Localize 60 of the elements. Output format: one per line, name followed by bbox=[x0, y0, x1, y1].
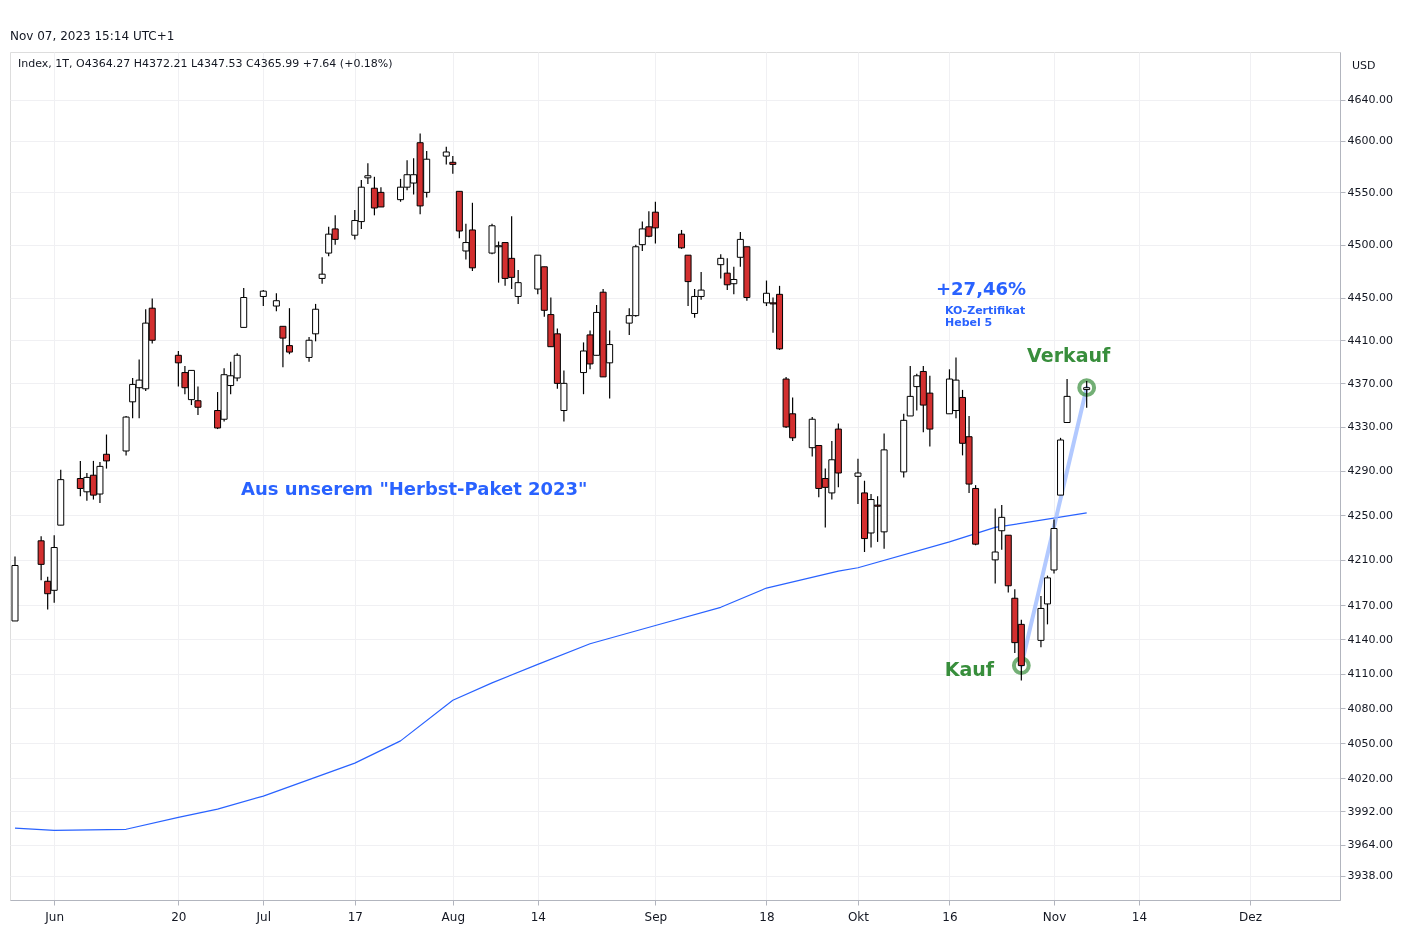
annotation: +27,46% bbox=[936, 278, 1027, 299]
y-tick-label: 4110.00 bbox=[1347, 667, 1393, 681]
y-tick-label: 4550.00 bbox=[1347, 185, 1393, 199]
x-tick-label: Dez bbox=[1239, 909, 1263, 924]
y-tick-label: 4640.00 bbox=[1347, 93, 1393, 107]
candlestick bbox=[717, 253, 725, 280]
candlestick bbox=[305, 336, 313, 363]
line-series bbox=[14, 512, 1088, 832]
candlestick bbox=[318, 256, 326, 285]
candlestick bbox=[678, 229, 686, 250]
annotation: Verkauf bbox=[1027, 343, 1111, 366]
y-tick-label: 4170.00 bbox=[1347, 598, 1393, 612]
y-tick-label: 3938.00 bbox=[1347, 869, 1393, 883]
candlestick bbox=[279, 325, 287, 368]
candlestick bbox=[285, 307, 293, 355]
chart-title: Index, 1T, O4364.27 H4372.21 L4347.53 C4365.99 +7.64 (+0.18%) bbox=[18, 57, 393, 70]
y-tick-label: 4330.00 bbox=[1347, 420, 1393, 434]
y-tick-label: 4050.00 bbox=[1347, 736, 1393, 750]
x-tick-label: 17 bbox=[347, 909, 363, 924]
candlestick bbox=[998, 504, 1006, 551]
y-tick-label: 4020.00 bbox=[1347, 771, 1393, 785]
x-tick-label: Nov bbox=[1042, 909, 1067, 924]
annotation: Hebel 5 bbox=[945, 316, 993, 329]
y-tick-label: 4140.00 bbox=[1347, 632, 1393, 646]
x-tick-label: 20 bbox=[171, 909, 187, 924]
y-tick-label: 4080.00 bbox=[1347, 701, 1393, 715]
candlestick bbox=[174, 350, 182, 388]
y-tick-label: 4210.00 bbox=[1347, 553, 1393, 567]
y-tick-label: 4410.00 bbox=[1347, 333, 1393, 347]
candlestick bbox=[37, 535, 45, 581]
x-tick-label: 14 bbox=[530, 909, 546, 924]
candlestick bbox=[1083, 380, 1091, 409]
candlestick bbox=[272, 292, 280, 312]
annotation: KO-Zertifikat bbox=[945, 304, 1026, 317]
y-tick-label: 4290.00 bbox=[1347, 464, 1393, 478]
candlestick bbox=[906, 365, 914, 417]
x-tick-label: Okt bbox=[847, 909, 870, 924]
y-tick-label: 3992.00 bbox=[1347, 804, 1393, 818]
y-tick-label: 4450.00 bbox=[1347, 291, 1393, 305]
candlestick bbox=[854, 458, 862, 505]
candlestick bbox=[991, 507, 999, 585]
y-tick-label: 3964.00 bbox=[1347, 838, 1393, 852]
y-tick-label: 4600.00 bbox=[1347, 134, 1393, 148]
x-tick-label: 14 bbox=[1131, 909, 1148, 924]
x-tick-label: Aug bbox=[441, 909, 466, 924]
y-axis-title: USD bbox=[1352, 59, 1376, 72]
candlestick bbox=[102, 433, 110, 470]
y-tick-label: 4250.00 bbox=[1347, 508, 1393, 522]
candlestick bbox=[514, 269, 522, 305]
y-tick-label: 4500.00 bbox=[1347, 238, 1393, 252]
annotation: Aus unserem "Herbst-Paket 2023" bbox=[241, 478, 588, 499]
text: Nov 07, 2023 15:14 UTC+1 bbox=[10, 29, 175, 43]
x-tick-label: Jul bbox=[255, 909, 272, 924]
y-tick-label: 4370.00 bbox=[1347, 376, 1393, 390]
x-tick-label: Jun bbox=[44, 909, 65, 924]
annotation: Kauf bbox=[944, 657, 995, 680]
candlestick bbox=[364, 162, 372, 185]
x-tick-label: 16 bbox=[942, 909, 958, 924]
x-tick-label: Sep bbox=[644, 909, 668, 924]
x-tick-label: 18 bbox=[759, 909, 775, 924]
